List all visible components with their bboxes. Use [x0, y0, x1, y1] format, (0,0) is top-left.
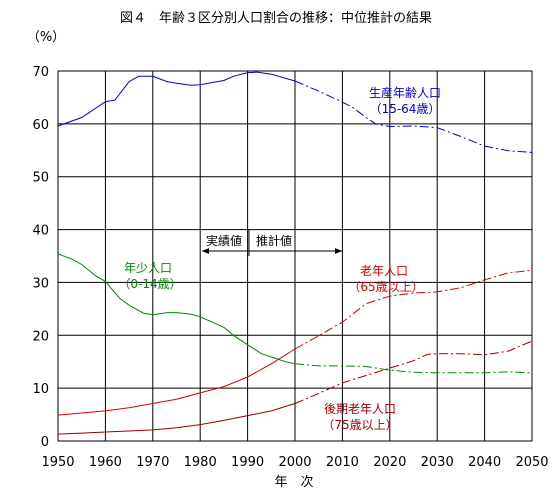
grid [57, 70, 533, 442]
x-tick-label: 2000 [278, 455, 311, 470]
x-tick-label: 2010 [326, 455, 359, 470]
x-tick-label: 1980 [184, 455, 217, 470]
y-tick-label: 0 [41, 435, 49, 450]
series-line-working-age-projection [294, 80, 533, 153]
series-label-youth: 年少人口 [124, 261, 172, 275]
annotation-arrow-left [202, 248, 209, 254]
x-axis-label: 年 次 [274, 474, 313, 490]
series-sublabel-late-elderly: （75歳以上） [322, 418, 397, 432]
y-axis-label: （%） [27, 30, 65, 45]
x-tick-label: 1960 [89, 455, 122, 470]
series-line-youth-actual [57, 253, 296, 365]
x-tick-label: 1970 [136, 455, 169, 470]
x-tick-label: 2040 [468, 455, 501, 470]
series-line-working-age-actual [57, 71, 296, 127]
chart-title: 図４ 年齢３区分別人口割合の推移：中位推計の結果 [120, 10, 432, 26]
series-label-late-elderly: 後期老年人口 [324, 402, 396, 416]
y-tick-label: 70 [32, 65, 49, 80]
series-lines [57, 71, 533, 435]
series-line-elderly-actual [57, 348, 296, 416]
series-label-working-age: 生産年齢人口 [369, 85, 441, 100]
series-line-late-elderly-actual [57, 403, 296, 435]
series-sublabel-youth: （0-14歳） [118, 277, 181, 291]
x-tick-label: 2050 [515, 455, 548, 470]
series-labels: 生産年齢人口 （15-64歳） 年少人口 （0-14歳） 老年人口 （65歳以上… [118, 85, 441, 432]
tick-labels: 1950 1960 1970 1980 1990 2000 2010 2020 2030 2040… [32, 65, 548, 470]
x-tick-label: 2030 [421, 455, 454, 470]
y-tick-label: 40 [32, 224, 49, 239]
annotation-actual-label: 実績値 [206, 233, 242, 248]
y-tick-label: 30 [32, 276, 49, 291]
y-tick-label: 20 [32, 329, 49, 344]
series-sublabel-working-age: （15-64歳） [370, 102, 441, 116]
annotation-arrow-right [335, 248, 342, 254]
annotation-projection-label: 推計値 [256, 233, 292, 248]
x-tick-label: 1950 [41, 455, 74, 470]
x-tick-label: 2020 [373, 455, 406, 470]
y-tick-label: 10 [32, 382, 49, 397]
series-line-youth-projection [294, 363, 533, 374]
y-tick-label: 60 [32, 118, 49, 133]
series-label-elderly: 老年人口 [360, 264, 408, 278]
series-line-late-elderly-projection [294, 340, 533, 404]
x-tick-label: 1990 [231, 455, 264, 470]
y-tick-label: 50 [32, 171, 49, 186]
plot-frame [57, 70, 533, 442]
series-sublabel-elderly: （65歳以上） [348, 280, 423, 294]
period-annotation: 実績値 推計値 [202, 229, 342, 256]
